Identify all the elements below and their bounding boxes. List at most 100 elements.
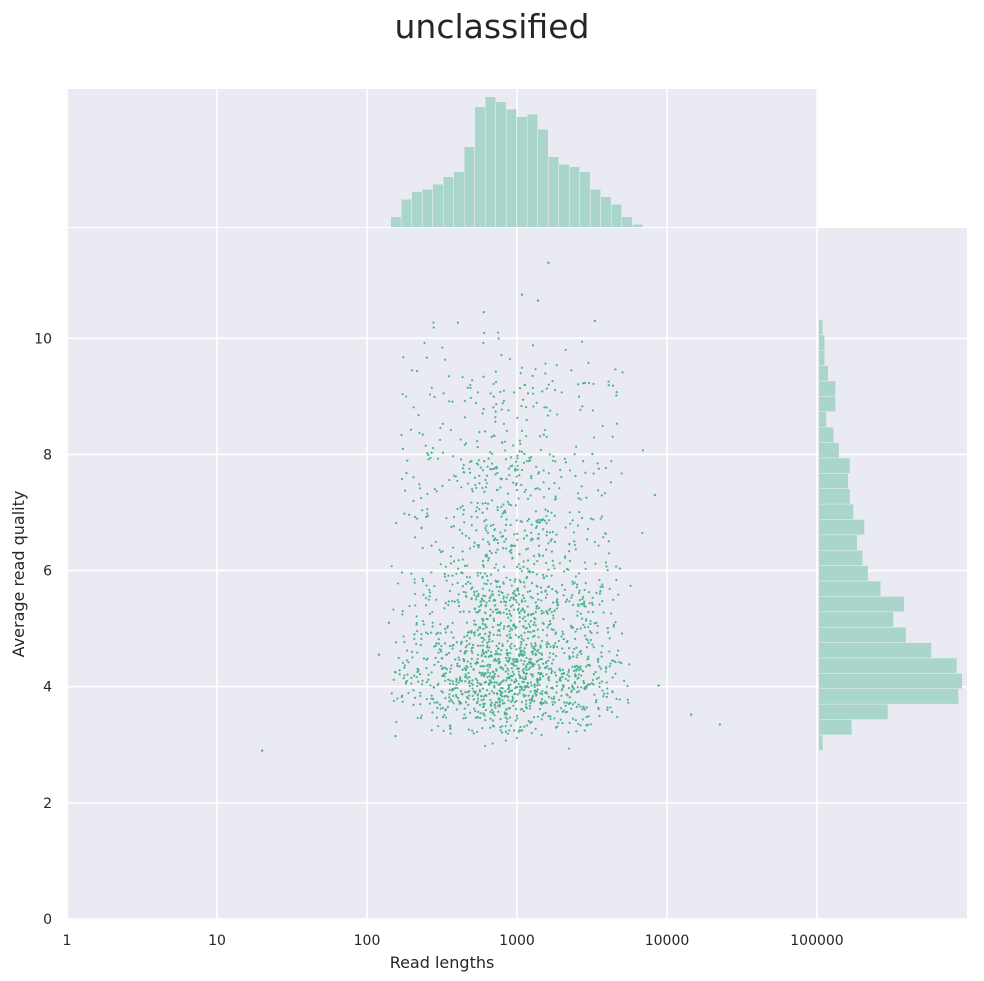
data-point <box>535 607 538 610</box>
data-point <box>499 726 502 729</box>
data-point <box>455 708 458 711</box>
data-point <box>615 654 619 657</box>
data-point <box>606 631 610 634</box>
y-hist-bar <box>819 412 827 427</box>
data-point <box>540 658 543 661</box>
data-point <box>486 671 489 674</box>
data-point <box>478 682 481 685</box>
data-point <box>476 516 479 519</box>
y-hist-bar <box>819 565 868 581</box>
y-hist-bar <box>819 381 836 397</box>
data-point <box>554 654 558 658</box>
data-point <box>472 732 475 735</box>
data-point <box>486 507 489 510</box>
data-point <box>497 611 500 614</box>
data-point <box>542 528 545 531</box>
data-point <box>518 689 521 692</box>
data-point <box>509 724 513 727</box>
data-point <box>482 563 485 567</box>
data-point <box>575 730 578 733</box>
data-point <box>521 688 524 691</box>
data-point <box>568 655 571 658</box>
data-point <box>519 567 522 570</box>
data-point <box>458 528 461 531</box>
data-point <box>431 610 434 614</box>
data-point <box>561 668 564 672</box>
data-point <box>484 744 487 748</box>
data-point <box>477 710 480 713</box>
data-point <box>586 684 589 687</box>
data-point <box>446 705 450 708</box>
data-point <box>606 687 609 690</box>
data-point <box>462 659 466 663</box>
data-point <box>530 613 533 616</box>
data-point <box>572 669 576 673</box>
data-point <box>539 676 542 679</box>
data-point <box>523 688 526 692</box>
data-point <box>559 468 562 472</box>
data-point <box>612 659 616 663</box>
data-point <box>550 669 554 673</box>
data-point <box>462 508 465 512</box>
data-point <box>416 667 419 670</box>
data-point <box>489 703 492 706</box>
data-point <box>526 663 529 666</box>
data-point <box>553 610 556 613</box>
data-point <box>470 629 473 633</box>
data-point <box>445 517 448 520</box>
data-point <box>480 653 484 656</box>
data-point <box>417 680 420 683</box>
data-point <box>421 679 424 682</box>
data-point <box>457 593 460 596</box>
data-point <box>504 458 508 461</box>
data-point <box>515 460 518 463</box>
data-point <box>421 433 424 436</box>
data-point <box>555 680 558 684</box>
data-point <box>510 614 513 617</box>
data-point <box>564 704 567 707</box>
data-point <box>512 444 515 447</box>
data-point <box>611 435 614 438</box>
data-point <box>526 637 530 640</box>
data-point <box>496 623 499 627</box>
data-point <box>601 583 604 586</box>
data-point <box>538 708 542 711</box>
data-point <box>491 610 495 614</box>
data-point <box>402 356 405 359</box>
data-point <box>488 666 491 669</box>
data-point <box>472 690 475 693</box>
data-point <box>512 660 515 664</box>
data-point <box>444 358 447 361</box>
data-point <box>471 694 474 697</box>
data-point <box>542 712 545 715</box>
data-point <box>529 681 533 684</box>
data-point <box>475 506 479 509</box>
data-point <box>430 544 433 547</box>
data-point <box>585 646 588 649</box>
data-point <box>444 679 447 682</box>
data-point <box>510 647 513 650</box>
x-hist-bar <box>569 167 580 227</box>
data-point <box>517 603 521 606</box>
data-point <box>447 603 450 607</box>
data-point <box>492 691 496 695</box>
data-point <box>551 380 554 383</box>
y-hist-bar <box>819 704 888 720</box>
data-point <box>561 675 564 679</box>
data-point <box>461 558 464 561</box>
data-point <box>529 631 532 634</box>
data-point <box>466 631 470 634</box>
data-point <box>520 404 523 408</box>
data-point <box>546 414 550 417</box>
data-point <box>500 515 503 518</box>
data-point <box>538 684 541 687</box>
data-point <box>502 627 505 630</box>
data-point <box>466 564 469 567</box>
data-point <box>468 576 471 579</box>
data-point <box>508 707 511 710</box>
data-point <box>522 537 526 540</box>
data-point <box>561 684 564 687</box>
data-point <box>473 619 476 622</box>
data-point <box>525 418 528 422</box>
y-hist-bar <box>819 365 829 381</box>
